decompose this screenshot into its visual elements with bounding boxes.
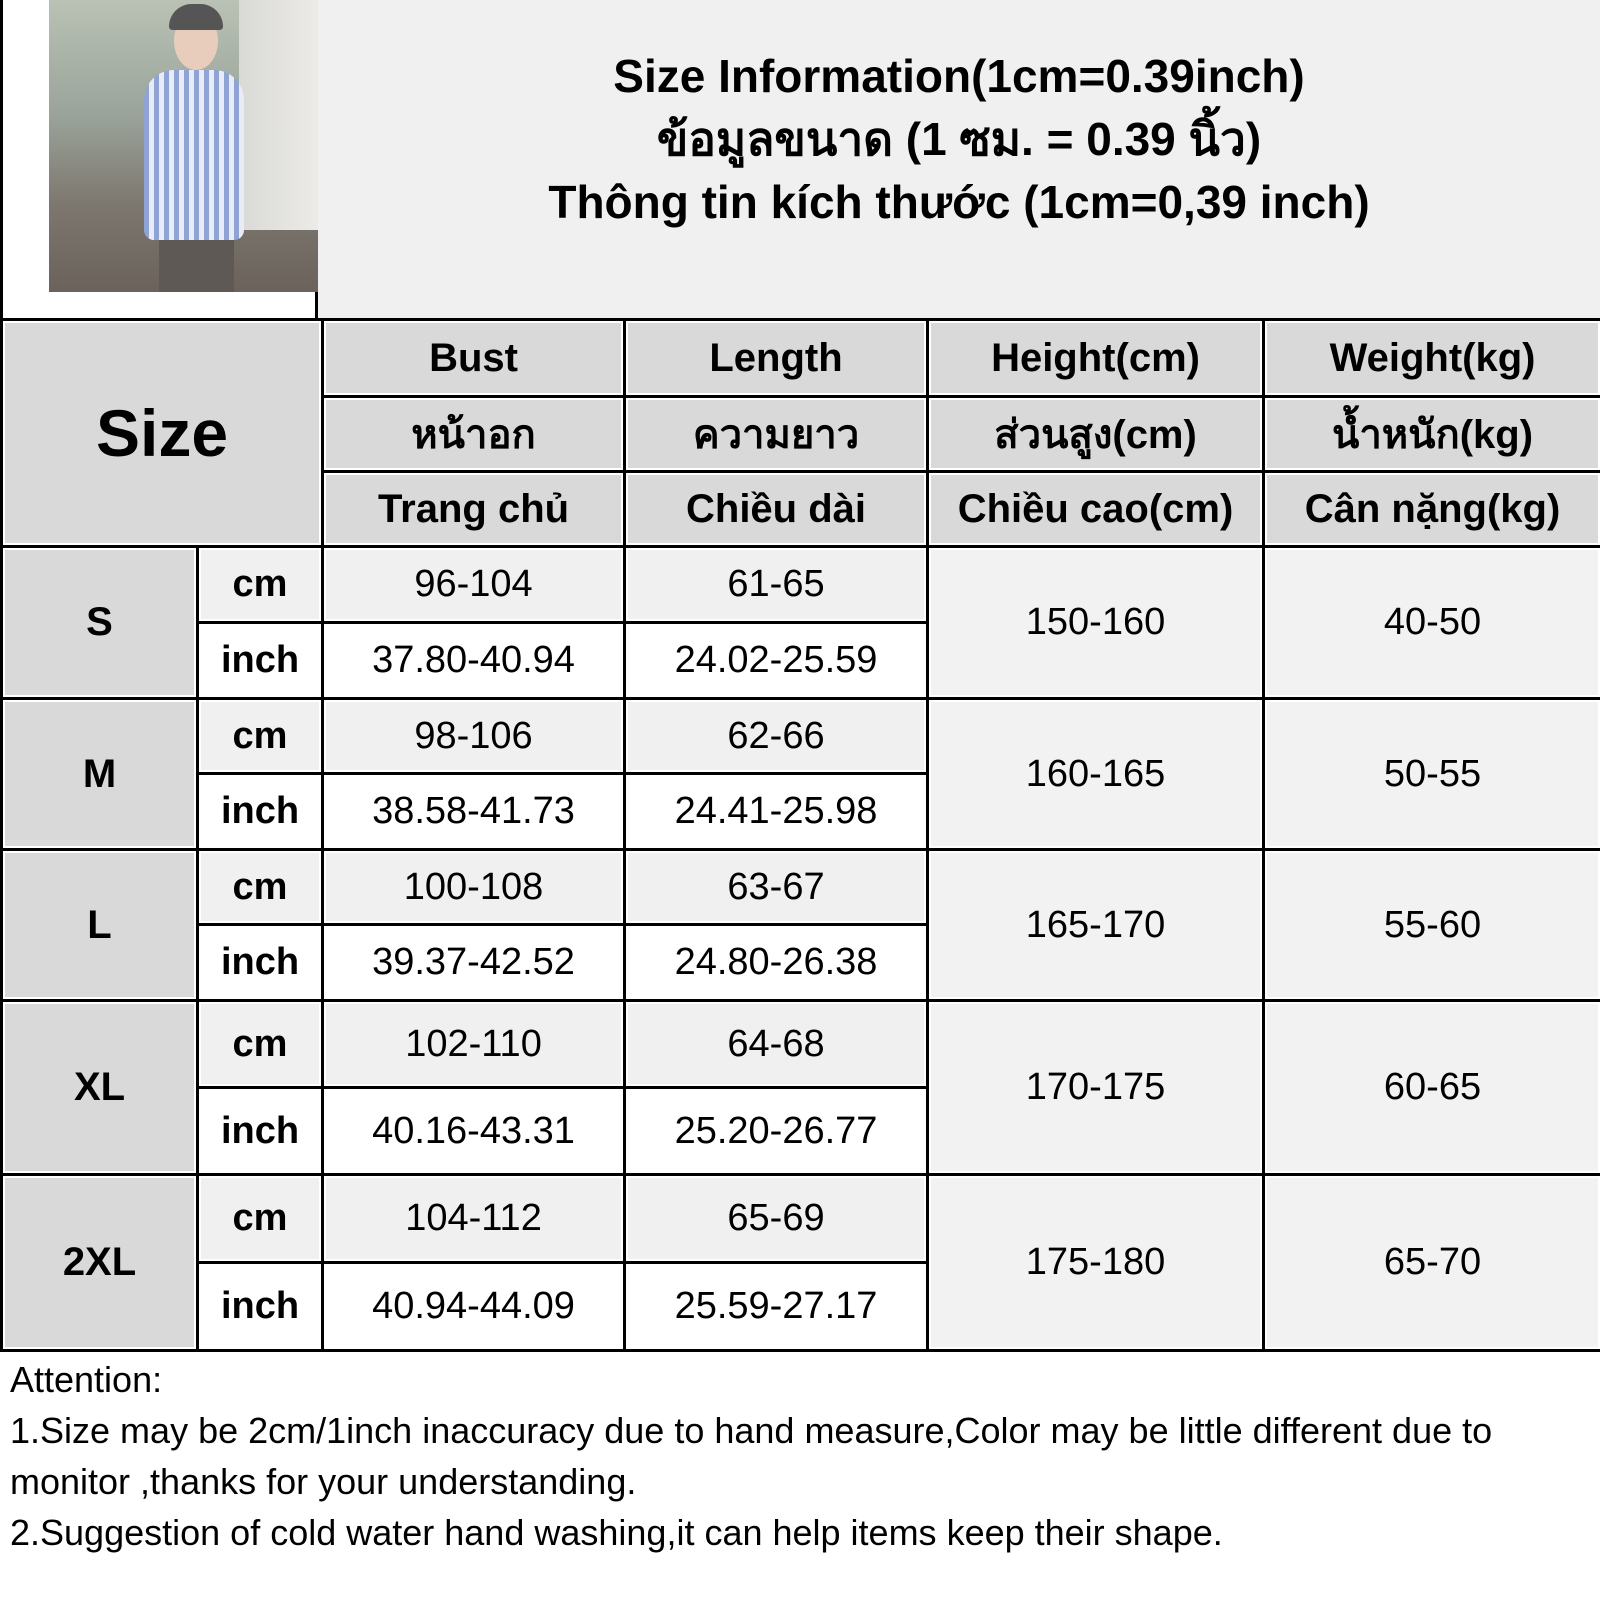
unit-cm: cm [195, 697, 325, 775]
attention-heading: Attention: [10, 1359, 163, 1400]
weight-range: 55-60 [1262, 848, 1600, 1002]
size-label: M [0, 697, 199, 851]
bust-inch: 39.37-42.52 [321, 923, 627, 1002]
unit-inch: inch [195, 772, 325, 851]
bust-cm: 102-110 [321, 999, 627, 1089]
size-label: S [0, 545, 199, 700]
weight-range: 65-70 [1262, 1173, 1600, 1352]
table-row-cm: 2XL cm 104-112 65-69 175-180 65-70 [0, 1173, 1600, 1352]
table-row-inch: inch 40.94-44.09 25.59-27.17 [2, 1261, 1600, 1352]
title-thai: ข้อมูลขนาด (1 ซม. = 0.39 นิ้ว) [656, 112, 1262, 165]
bust-cm: 104-112 [321, 1173, 627, 1264]
unit-inch: inch [195, 621, 325, 700]
weight-range: 60-65 [1262, 999, 1600, 1176]
unit-cm: cm [195, 1173, 325, 1264]
col-header-th: หน้าอก [321, 395, 627, 473]
height-range: 160-165 [926, 697, 1266, 851]
weight-range: 50-55 [1262, 697, 1600, 851]
unit-cm: cm [195, 848, 325, 926]
weight-range: 40-50 [1262, 545, 1600, 700]
bust-inch: 40.94-44.09 [321, 1261, 627, 1352]
col-header-vi: Cân nặng(kg) [1262, 470, 1600, 548]
col-header-en: Length [623, 318, 930, 398]
size-label: 2XL [0, 1173, 199, 1352]
col-header-th: น้ำหนัก(kg) [1262, 395, 1600, 473]
product-photo-cell [0, 0, 319, 318]
length-cm: 62-66 [623, 697, 930, 775]
size-label: XL [0, 999, 199, 1176]
product-photo [49, 0, 319, 292]
length-cm: 61-65 [623, 545, 930, 624]
length-inch: 25.59-27.17 [623, 1261, 930, 1352]
col-header-th: ความยาว [623, 395, 930, 473]
length-inch: 24.80-26.38 [623, 923, 930, 1002]
unit-inch: inch [195, 1261, 325, 1352]
attention-notes: Attention: 1.Size may be 2cm/1inch inacc… [10, 1354, 1590, 1558]
col-header-en: Bust [321, 318, 627, 398]
bust-inch: 37.80-40.94 [321, 621, 627, 700]
bust-cm: 98-106 [321, 697, 627, 775]
size-chart-table: Size Bust Length Height(cm) Weight(kg) ห… [0, 318, 1600, 1352]
attention-note-2: 2.Suggestion of cold water hand washing,… [10, 1512, 1223, 1553]
length-inch: 25.20-26.77 [623, 1086, 930, 1176]
col-header-th: ส่วนสูง(cm) [926, 395, 1266, 473]
length-cm: 63-67 [623, 848, 930, 926]
title-english: Size Information(1cm=0.39inch) [613, 49, 1305, 102]
unit-inch: inch [195, 1086, 325, 1176]
header-area: Size Information(1cm=0.39inch) ข้อมูลขนา… [0, 0, 1600, 318]
col-header-en: Weight(kg) [1262, 318, 1600, 398]
attention-note-1: 1.Size may be 2cm/1inch inaccuracy due t… [10, 1410, 1493, 1502]
bust-inch: 38.58-41.73 [321, 772, 627, 851]
col-header-vi: Chiều cao(cm) [926, 470, 1266, 548]
size-header: Size [0, 318, 325, 548]
length-inch: 24.41-25.98 [623, 772, 930, 851]
length-cm: 65-69 [623, 1173, 930, 1264]
unit-cm: cm [195, 545, 325, 624]
height-range: 170-175 [926, 999, 1266, 1176]
title-vietnamese: Thông tin kích thước (1cm=0,39 inch) [548, 175, 1370, 228]
size-label: L [0, 848, 199, 1002]
size-info-title: Size Information(1cm=0.39inch) ข้อมูลขนา… [318, 0, 1600, 318]
height-range: 165-170 [926, 848, 1266, 1002]
table-row-cm: XL cm 102-110 64-68 170-175 60-65 [0, 999, 1600, 1176]
table-row-inch: inch 37.80-40.94 24.02-25.59 [2, 621, 1600, 700]
col-header-vi: Trang chủ [321, 470, 627, 548]
height-range: 175-180 [926, 1173, 1266, 1352]
bust-cm: 100-108 [321, 848, 627, 926]
unit-cm: cm [195, 999, 325, 1089]
length-cm: 64-68 [623, 999, 930, 1089]
bust-cm: 96-104 [321, 545, 627, 624]
table-row-inch: inch 38.58-41.73 24.41-25.98 [2, 772, 1600, 851]
col-header-en: Height(cm) [926, 318, 1266, 398]
length-inch: 24.02-25.59 [623, 621, 930, 700]
height-range: 150-160 [926, 545, 1266, 700]
bust-inch: 40.16-43.31 [321, 1086, 627, 1176]
col-header-vi: Chiều dài [623, 470, 930, 548]
unit-inch: inch [195, 923, 325, 1002]
table-row-inch: inch 40.16-43.31 25.20-26.77 [2, 1086, 1600, 1176]
table-row-inch: inch 39.37-42.52 24.80-26.38 [2, 923, 1600, 1002]
